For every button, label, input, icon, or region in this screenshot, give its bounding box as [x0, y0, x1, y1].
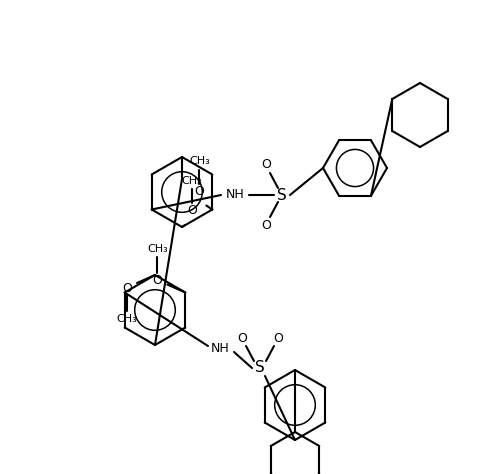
Text: O: O [273, 331, 283, 345]
Text: O: O [122, 283, 132, 295]
Text: O: O [237, 331, 247, 345]
Text: O: O [194, 185, 204, 198]
Text: O: O [152, 274, 162, 287]
Text: O: O [187, 204, 197, 218]
Text: NH: NH [226, 189, 245, 201]
Text: S: S [255, 361, 265, 375]
Text: NH: NH [211, 341, 229, 355]
Text: O: O [261, 158, 271, 172]
Text: CH₃: CH₃ [182, 176, 202, 186]
Text: CH₃: CH₃ [117, 314, 137, 324]
Text: S: S [277, 188, 287, 202]
Text: CH₃: CH₃ [147, 244, 168, 254]
Text: O: O [261, 219, 271, 231]
Text: CH₃: CH₃ [189, 156, 210, 166]
